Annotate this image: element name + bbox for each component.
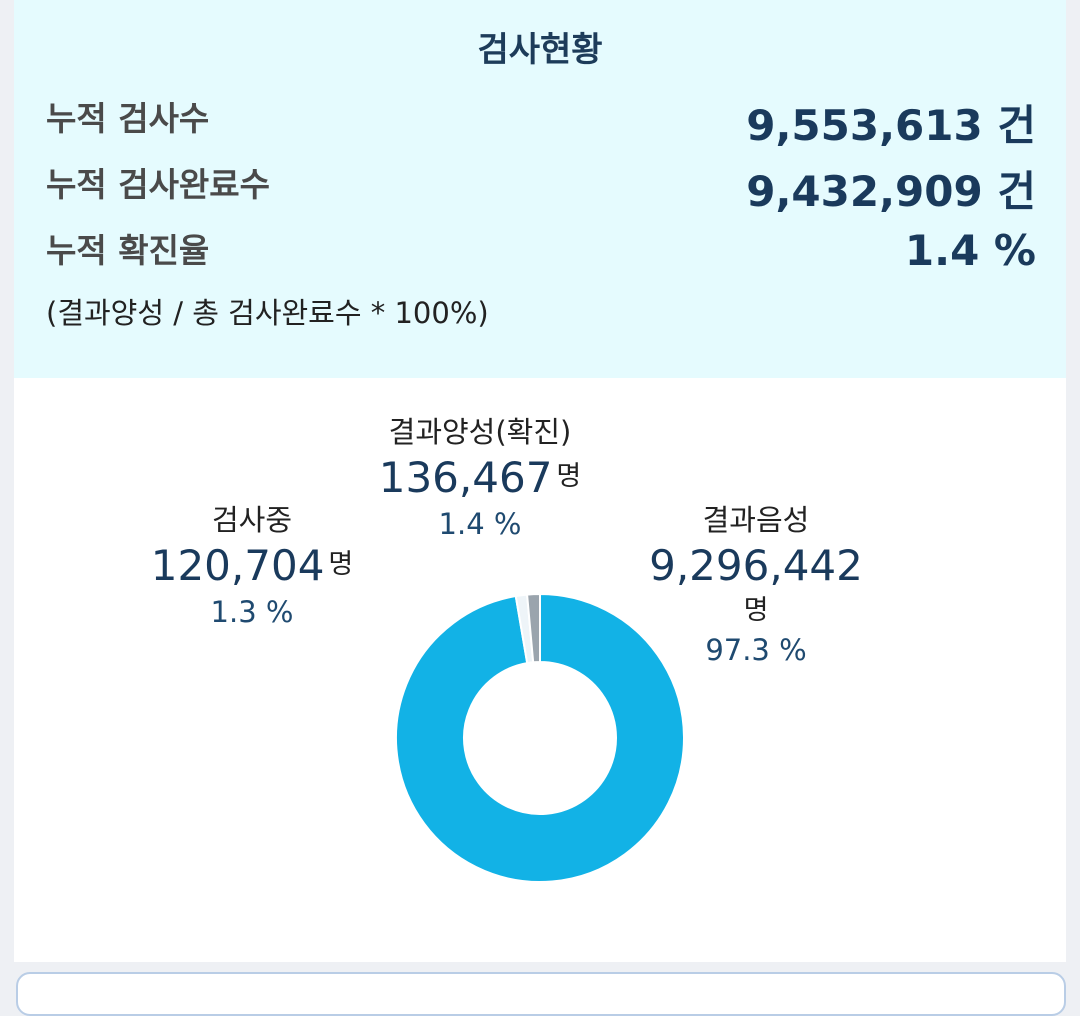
confirmation-rate-value: 1.4 % <box>904 226 1036 275</box>
negative-count: 9,296,442 <box>649 541 863 590</box>
test-status-card: 검사현황 누적 검사수 9,553,613 건 누적 검사완료수 9,432,9… <box>14 0 1066 962</box>
positive-label-block: 결과양성(확진) 136,467 명 1.4 % <box>360 412 600 544</box>
positive-count: 136,467 <box>378 453 553 502</box>
cumulative-completed-value: 9,432,909 건 <box>746 167 1036 216</box>
cumulative-completed-label: 누적 검사완료수 <box>46 165 271 204</box>
pending-unit: 명 <box>328 549 354 580</box>
positive-slice[interactable] <box>526 592 541 664</box>
cumulative-tests-value: 9,553,613 건 <box>746 101 1036 150</box>
next-section-card-edge <box>16 972 1066 1016</box>
cumulative-tests-label: 누적 검사수 <box>46 99 210 138</box>
pending-count: 120,704 <box>150 541 325 590</box>
test-result-chart: 결과양성(확진) 136,467 명 1.4 % 검사중 120,704 명 1.3… <box>14 378 1066 962</box>
summary-title: 검사현황 <box>477 30 603 70</box>
pending-label-block: 검사중 120,704 명 1.3 % <box>122 500 382 632</box>
pending-percent: 1.3 % <box>210 595 294 629</box>
negative-name: 결과음성 <box>702 503 810 537</box>
negative-slice[interactable] <box>395 592 685 883</box>
test-summary-panel: 검사현황 누적 검사수 9,553,613 건 누적 검사완료수 9,432,9… <box>14 0 1066 378</box>
result-donut-chart <box>395 592 685 883</box>
negative-label-block: 결과음성 9,296,442 명 97.3 % <box>636 500 876 670</box>
negative-percent: 97.3 % <box>705 633 807 667</box>
rate-formula-note: (결과양성 / 총 검사완료수 * 100%) <box>46 296 489 330</box>
negative-unit: 명 <box>743 595 769 626</box>
confirmation-rate-label: 누적 확진율 <box>46 231 210 270</box>
positive-name: 결과양성(확진) <box>388 415 572 449</box>
positive-unit: 명 <box>556 461 582 492</box>
pending-name: 검사중 <box>211 503 293 537</box>
positive-percent: 1.4 % <box>438 507 522 541</box>
